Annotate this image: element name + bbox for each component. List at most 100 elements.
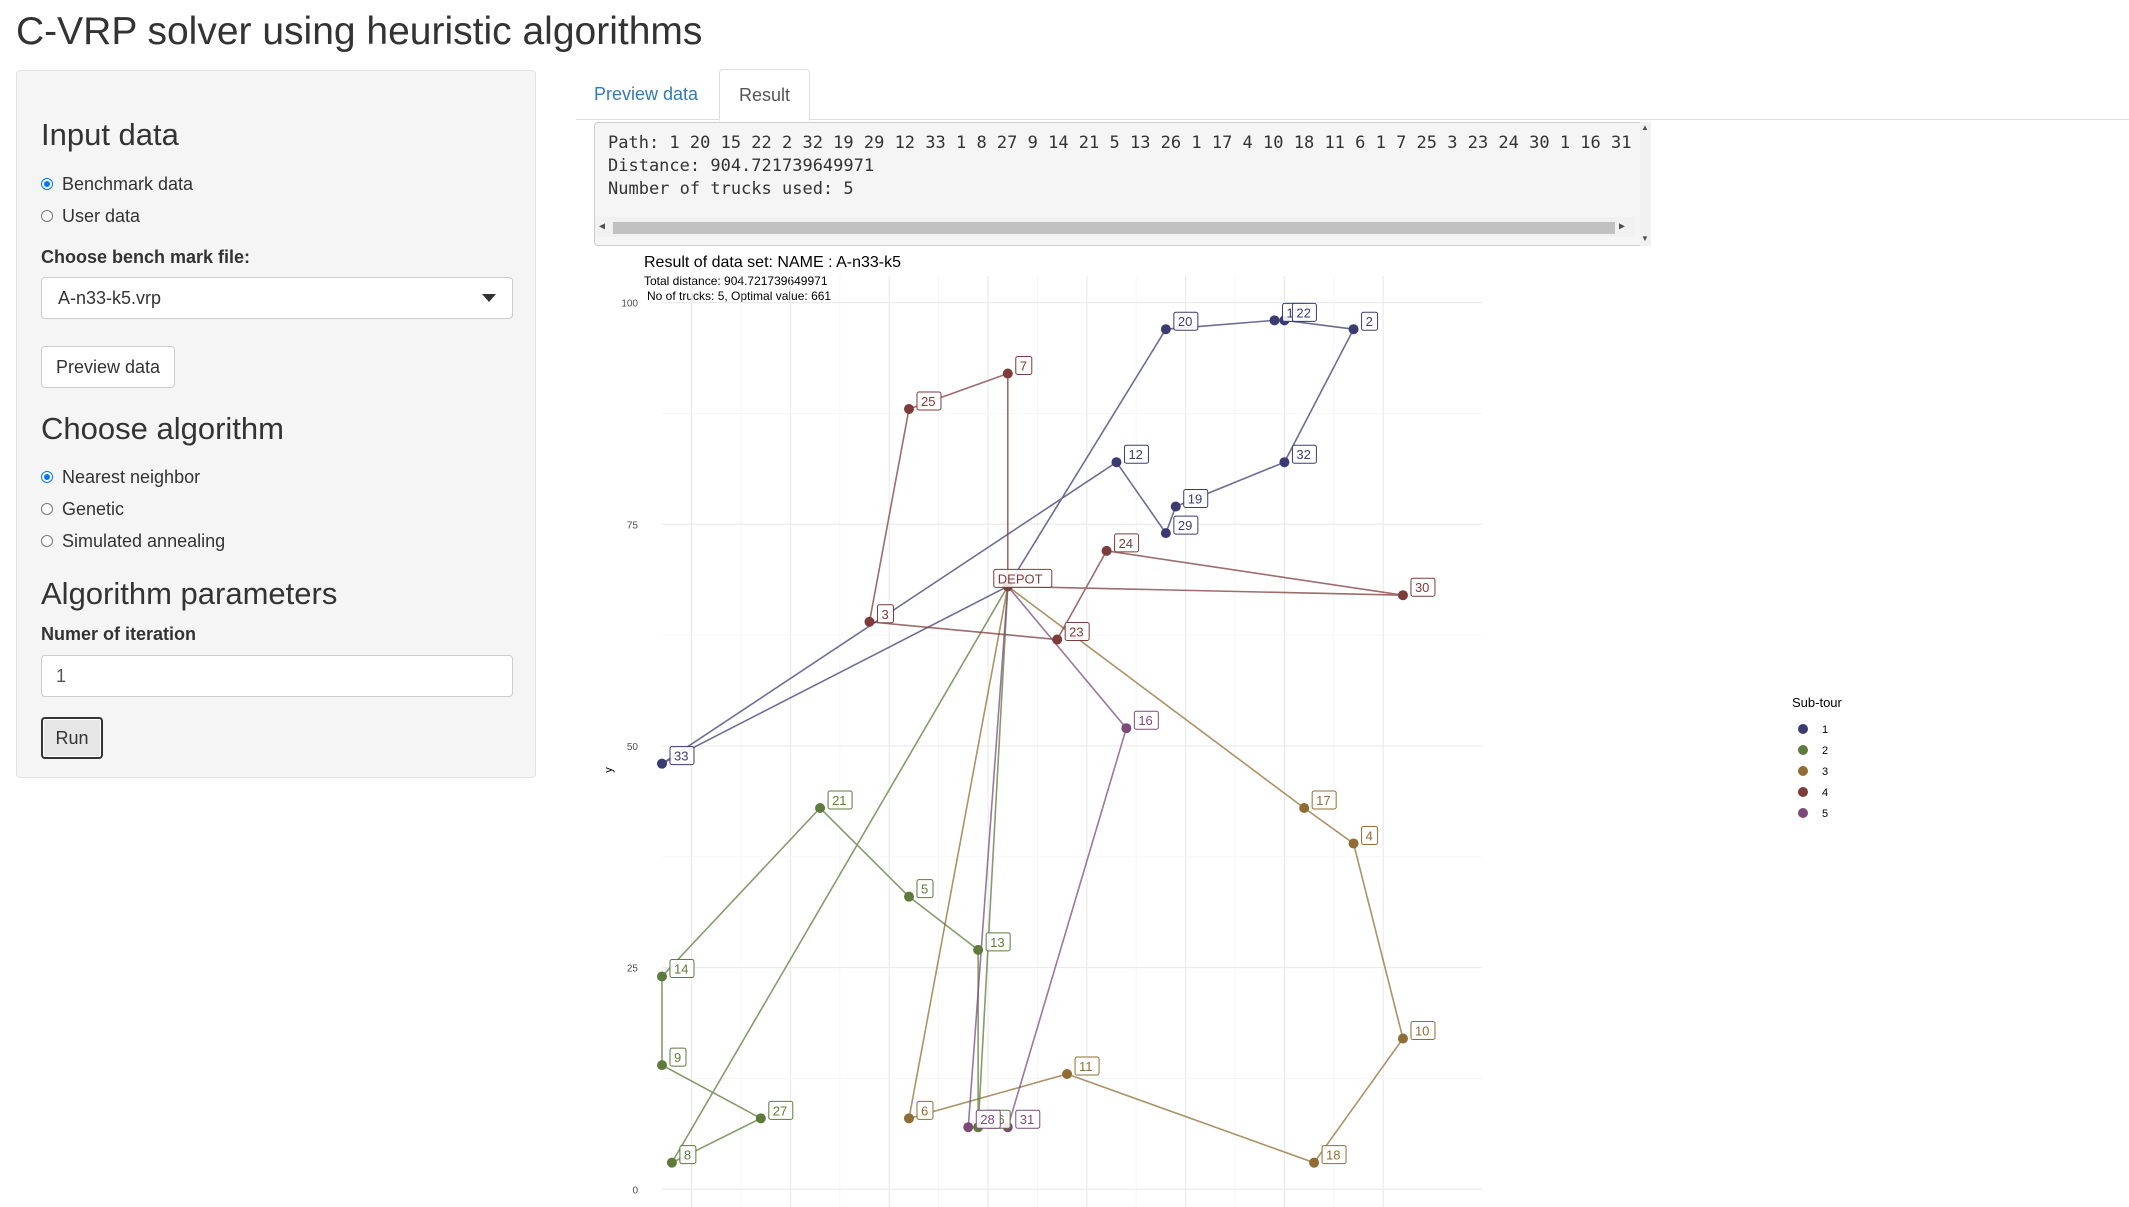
iteration-input[interactable]: 1 bbox=[41, 655, 513, 697]
algorithm-parameters-heading: Algorithm parameters bbox=[41, 576, 338, 611]
route-plot: Result of data set: NAME : A-n33-k5 Tota… bbox=[603, 254, 1843, 1207]
route-3-line bbox=[907, 585, 1404, 1164]
node-label-7: 7 bbox=[1015, 356, 1033, 376]
trucks-line: Number of trucks used: 5 bbox=[608, 179, 854, 199]
node-label-text: 6 bbox=[921, 1103, 928, 1118]
node-point-23 bbox=[1052, 634, 1063, 645]
bench-file-select[interactable]: A-n33-k5.vrp bbox=[41, 277, 513, 319]
node-label-25: 25 bbox=[916, 391, 942, 411]
node-label-10: 10 bbox=[1410, 1021, 1436, 1041]
node-point-20 bbox=[1160, 324, 1171, 335]
node-label-box bbox=[1114, 533, 1140, 553]
vertical-scrollbar[interactable]: ▲ ▼ bbox=[1640, 122, 1651, 246]
node-label-box bbox=[1183, 489, 1209, 509]
horizontal-scrollbar[interactable]: ◀ ▶ bbox=[595, 217, 1635, 237]
radio-button-icon[interactable] bbox=[41, 535, 53, 547]
node-label-21: 21 bbox=[827, 790, 853, 810]
node-label-box bbox=[1361, 825, 1379, 845]
node-point-29 bbox=[1160, 528, 1171, 539]
node-label-box bbox=[669, 1047, 687, 1067]
radio-nearest-neighbor[interactable]: Nearest neighbor bbox=[41, 466, 200, 488]
node-label-box bbox=[1015, 1109, 1041, 1129]
radio-genetic[interactable]: Genetic bbox=[41, 498, 124, 520]
node-label-text: 25 bbox=[921, 394, 935, 409]
node-label-text: 13 bbox=[990, 935, 1004, 950]
scroll-down-icon[interactable]: ▼ bbox=[1641, 234, 1649, 243]
node-labels: 2345678910111213141516171819202122232425… bbox=[669, 302, 1436, 1165]
legend: Sub-tour 1 2 3 4 5 bbox=[1792, 695, 1843, 820]
node-label-text: 4 bbox=[1366, 828, 1373, 843]
scroll-up-icon[interactable]: ▲ bbox=[1641, 123, 1649, 132]
node-label-13: 13 bbox=[985, 932, 1011, 952]
node-label-27: 27 bbox=[768, 1100, 794, 1120]
radio-label[interactable]: Genetic bbox=[62, 498, 125, 519]
node-point-10 bbox=[1397, 1033, 1408, 1044]
node-label-box bbox=[1173, 311, 1199, 331]
node-label-box bbox=[876, 604, 894, 624]
node-label-box bbox=[1064, 622, 1090, 642]
node-point-4 bbox=[1348, 838, 1359, 849]
path-line: Path: 1 20 15 22 2 32 19 29 12 33 1 8 27… bbox=[608, 133, 1651, 153]
node-label-29: 29 bbox=[1173, 515, 1199, 535]
node-point-14 bbox=[657, 971, 667, 982]
chevron-down-icon[interactable] bbox=[482, 294, 496, 302]
radio-label[interactable]: Nearest neighbor bbox=[62, 466, 201, 487]
node-point-3 bbox=[864, 616, 875, 627]
legend-key-2 bbox=[1798, 745, 1808, 755]
node-point-33 bbox=[657, 758, 667, 769]
route-lines bbox=[661, 319, 1404, 1165]
node-point-2 bbox=[1348, 324, 1359, 335]
radio-user-data[interactable]: User data bbox=[41, 205, 140, 227]
node-label-text: 16 bbox=[1138, 713, 1152, 728]
radio-label[interactable]: User data bbox=[62, 205, 141, 226]
route-2-line bbox=[661, 585, 1009, 1165]
y-axis-label: y bbox=[603, 767, 615, 773]
node-label-box bbox=[827, 790, 853, 810]
radio-button-icon[interactable] bbox=[41, 210, 53, 222]
node-label-text: 32 bbox=[1296, 447, 1310, 462]
y-tick-labels: 0 25 50 75 100 bbox=[621, 299, 638, 1197]
y-tick-label: 25 bbox=[627, 964, 639, 975]
node-label-box bbox=[916, 391, 942, 411]
node-label-box bbox=[1133, 710, 1159, 730]
node-label-box bbox=[1074, 1056, 1100, 1076]
node-label-text: 18 bbox=[1326, 1148, 1340, 1163]
node-label-box bbox=[1123, 444, 1149, 464]
scrollbar-thumb[interactable] bbox=[613, 222, 1615, 234]
distance-line: Distance: 904.721739649971 bbox=[608, 156, 875, 176]
radio-label[interactable]: Simulated annealing bbox=[62, 530, 226, 551]
radio-simulated-annealing[interactable]: Simulated annealing bbox=[41, 530, 225, 552]
radio-benchmark-data[interactable]: Benchmark data bbox=[41, 173, 193, 195]
node-point-8 bbox=[666, 1157, 677, 1168]
node-label-30: 30 bbox=[1410, 577, 1436, 597]
node-points bbox=[657, 315, 1408, 1168]
node-label-33: 33 bbox=[669, 746, 695, 766]
scroll-right-icon[interactable]: ▶ bbox=[1619, 221, 1626, 232]
preview-data-button[interactable]: Preview data bbox=[41, 346, 175, 388]
legend-key-4 bbox=[1798, 787, 1808, 797]
node-label-box bbox=[1173, 515, 1199, 535]
node-point-21 bbox=[815, 803, 826, 813]
node-label-text: 14 bbox=[674, 961, 688, 976]
node-label-box bbox=[1361, 311, 1379, 331]
tab-preview-data[interactable]: Preview data bbox=[593, 84, 699, 104]
legend-label-1: 1 bbox=[1822, 724, 1828, 736]
scroll-left-icon[interactable]: ◀ bbox=[599, 221, 606, 232]
legend-key-1 bbox=[1798, 724, 1808, 734]
iteration-value[interactable]: 1 bbox=[56, 665, 67, 686]
node-label-text: 7 bbox=[1020, 359, 1027, 374]
radio-button-icon[interactable] bbox=[41, 471, 53, 483]
result-text-output[interactable]: Path: 1 20 15 22 2 32 19 29 12 33 1 8 27… bbox=[594, 122, 1651, 246]
radio-button-icon[interactable] bbox=[41, 503, 53, 515]
node-label-box bbox=[916, 879, 934, 899]
node-label-2: 2 bbox=[1361, 311, 1379, 331]
tab-result[interactable]: Result bbox=[719, 69, 810, 121]
node-label-3: 3 bbox=[876, 604, 894, 624]
node-label-text: 3 bbox=[881, 607, 888, 622]
node-label-6: 6 bbox=[916, 1100, 934, 1120]
sidebar-panel: Input data Benchmark data User data Choo… bbox=[16, 70, 536, 778]
radio-label[interactable]: Benchmark data bbox=[62, 173, 194, 194]
node-point-15 bbox=[1269, 315, 1280, 326]
radio-button-icon[interactable] bbox=[41, 178, 53, 190]
run-button[interactable]: Run bbox=[41, 717, 103, 759]
